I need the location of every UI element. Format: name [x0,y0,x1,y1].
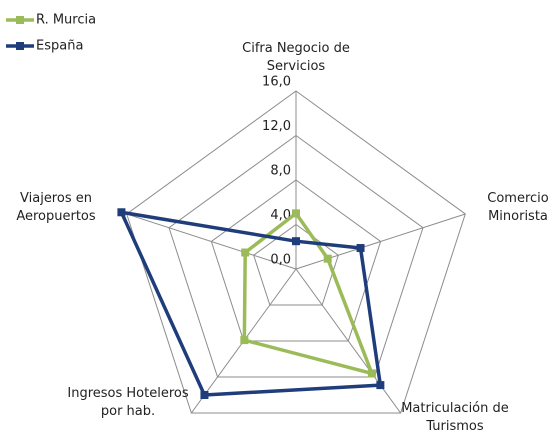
legend-label: R. Murcia [36,13,96,28]
marker [376,381,385,390]
marker [117,208,126,217]
spoke [295,213,466,270]
spoke [126,213,297,270]
category-label: Comercio Minorista [487,191,549,224]
legend-marker [16,42,24,50]
tick-label: 0,0 [270,253,291,268]
tick-label: 8,0 [270,164,291,179]
grid-ring [126,90,466,414]
marker [323,254,332,263]
grid-ring [253,223,339,306]
marker [292,237,300,246]
marker [367,369,376,378]
tick-label: 16,0 [262,75,291,90]
category-label: Viajeros en Aeropuertos [16,191,96,224]
series-line [119,210,383,397]
legend-label: España [36,39,83,54]
grid-ring [168,134,424,378]
marker [356,244,365,253]
category-label: Ingresos Hoteleros por hab. [67,386,189,419]
category-label: Matriculación de Turismos [401,401,509,434]
legend-marker [16,16,24,24]
marker [241,248,250,257]
marker [240,336,249,345]
tick-label: 12,0 [262,119,291,134]
series-line [242,211,374,376]
category-label: Cifra Negocio de Servicios [242,41,350,74]
marker [200,391,209,400]
marker [292,209,300,218]
